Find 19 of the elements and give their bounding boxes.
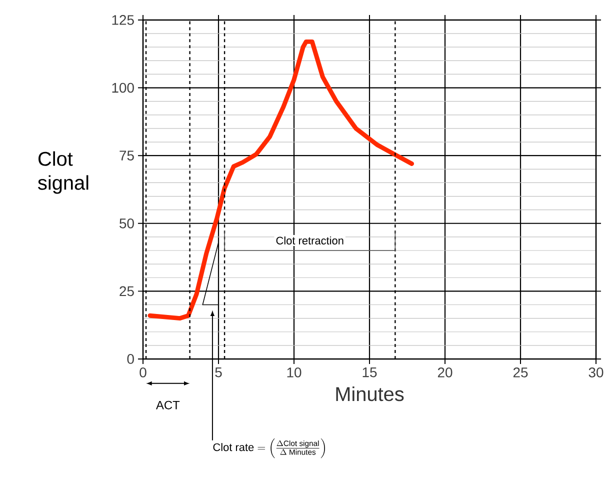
x-axis-title: Minutes (336, 386, 404, 402)
x-tick-label: 0 (140, 367, 146, 378)
x-tick-label: 20 (438, 367, 452, 378)
y-tick-label: 75 (120, 150, 134, 160)
y-axis-title: Clot signal (38, 151, 88, 194)
y-tick-label: 25 (120, 286, 134, 296)
x-tick-label: 5 (215, 368, 222, 378)
x-tick-label: 25 (513, 367, 528, 378)
y-tick-label: 50 (120, 218, 134, 228)
y-tick-label: 100 (112, 82, 134, 93)
x-tick-label: 15 (362, 368, 377, 378)
x-tick-label: 30 (588, 367, 604, 378)
text: $\text{Clot rate} = \left(\frac{\Delta\text{Clot signal}}{\Delta\text{ Minutes}}\right)$ (213, 438, 325, 458)
x-tick-label: 10 (287, 367, 302, 378)
y-tick-label: 0 (127, 354, 134, 364)
annotation: Clot retraction (276, 236, 344, 244)
line-series (148, 39, 414, 321)
y-tick-label: 125 (112, 15, 134, 25)
text: ACT (156, 400, 180, 410)
